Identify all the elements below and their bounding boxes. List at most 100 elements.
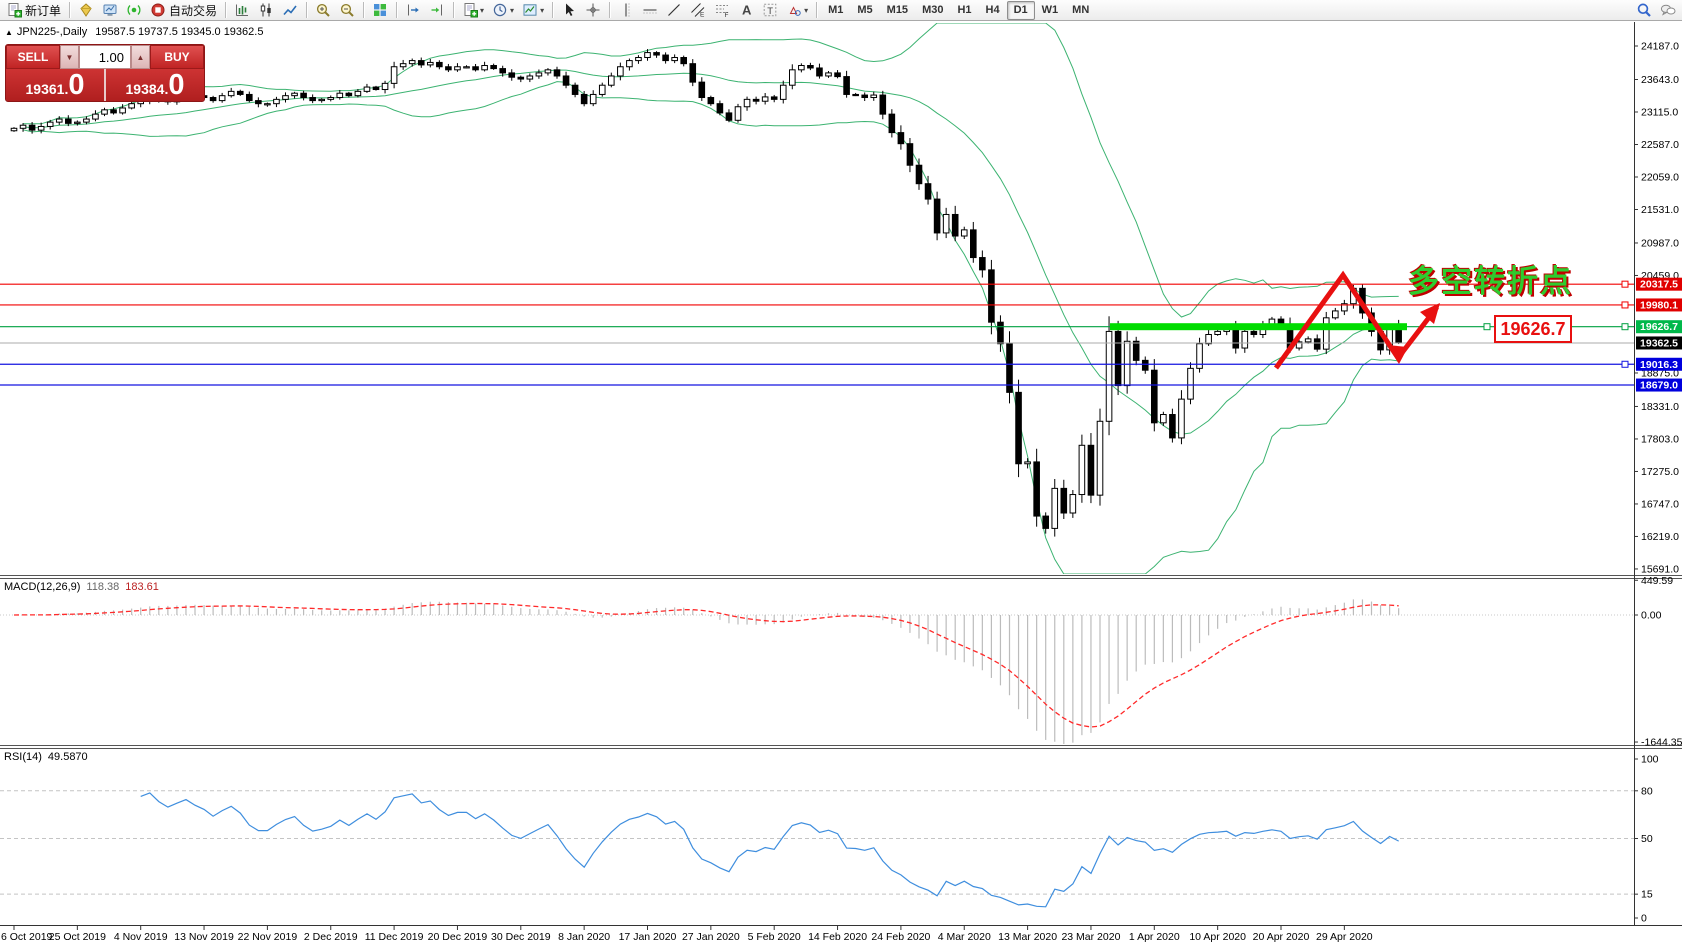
candle-body	[680, 57, 688, 65]
buy-price[interactable]: 19384. 0	[106, 69, 204, 101]
trend-arrow-annotation[interactable]	[1273, 270, 1439, 370]
sell-button[interactable]: SELL	[6, 45, 60, 69]
chat-button[interactable]	[1656, 0, 1680, 21]
bar-chart-mode-button[interactable]	[230, 0, 254, 21]
candle-body	[1160, 414, 1167, 424]
thick-support-segment[interactable]	[1110, 323, 1407, 331]
sell-price[interactable]: 19361. 0	[6, 69, 106, 101]
auto-trading-button[interactable]: 自动交易	[146, 0, 221, 21]
turning-point-annotation[interactable]: 多空转折点	[1408, 264, 1573, 299]
date-label[interactable]: 5 Feb 2020	[748, 931, 801, 943]
trendline-button[interactable]	[662, 0, 686, 21]
date-label[interactable]: 30 Dec 2019	[491, 931, 551, 943]
candle-body	[282, 95, 289, 100]
templates-button[interactable]: ▾	[518, 0, 548, 21]
collapse-panel-icon[interactable]: ▲	[5, 28, 13, 37]
macd-label: MACD(12,26,9) 118.38 183.61	[4, 581, 159, 593]
search-icon	[1637, 3, 1651, 17]
date-label[interactable]: 23 Mar 2020	[1061, 931, 1120, 943]
date-label[interactable]: 2 Dec 2019	[304, 931, 358, 943]
pivot-line-handle[interactable]	[1621, 323, 1629, 331]
price-annotation-box[interactable]: 19626.7	[1494, 315, 1572, 343]
dropdown-arrow-icon[interactable]: ▾	[510, 5, 515, 15]
date-label[interactable]: 8 Jan 2020	[558, 931, 610, 943]
candle-body	[399, 63, 407, 68]
line-chart-mode-button[interactable]	[278, 0, 302, 21]
auto-scroll-button[interactable]	[425, 0, 449, 21]
cursor-button[interactable]	[557, 0, 581, 21]
signals-button[interactable]	[122, 0, 146, 21]
line-chart-icon	[283, 5, 297, 16]
volume-input[interactable]: 1.00	[79, 45, 131, 69]
date-label[interactable]: 17 Jan 2020	[619, 931, 677, 943]
monitor-icon	[103, 4, 117, 16]
crosshair-button[interactable]	[581, 0, 605, 21]
rsi-name: RSI(14)	[4, 751, 42, 763]
timeframe-m30-button[interactable]: M30	[922, 3, 944, 16]
date-label[interactable]: 1 Apr 2020	[1129, 931, 1180, 943]
date-label[interactable]: 4 Mar 2020	[938, 931, 991, 943]
dropdown-arrow-icon[interactable]: ▾	[804, 5, 809, 15]
date-label[interactable]: 22 Nov 2019	[238, 931, 298, 943]
date-label[interactable]: 27 Jan 2020	[682, 931, 740, 943]
timeframe-w1-button[interactable]: W1	[1041, 3, 1059, 16]
toolbar-separator	[225, 2, 227, 18]
date-label[interactable]: 29 Apr 2020	[1316, 931, 1373, 943]
candle-body	[1060, 487, 1068, 514]
date-label[interactable]: 10 Apr 2020	[1189, 931, 1246, 943]
macd-name: MACD(12,26,9)	[4, 581, 81, 593]
zoom-out-button[interactable]	[335, 0, 359, 21]
timeframe-h1-button[interactable]: H1	[957, 3, 972, 16]
timeframe-h4-button[interactable]: H4	[985, 3, 1000, 16]
date-label[interactable]: 24 Feb 2020	[871, 931, 930, 943]
candle-body	[888, 113, 896, 134]
candle-body	[1232, 326, 1240, 349]
timeframe-d1-button[interactable]: D1	[1006, 0, 1035, 20]
macd-axis-label: 0.00	[1641, 610, 1662, 622]
publish-button[interactable]	[98, 0, 122, 21]
chart-shift-button[interactable]	[401, 0, 425, 21]
timeframe-m1-button[interactable]: M1	[828, 3, 844, 16]
price-box-connector-handle[interactable]	[1483, 323, 1491, 331]
resistance-line-1-handle[interactable]	[1621, 280, 1629, 288]
price-tick-label: 16219.0	[1641, 531, 1679, 543]
tile-windows-button[interactable]	[368, 0, 392, 21]
shapes-button[interactable]: ▾	[782, 0, 812, 21]
date-label[interactable]: 20 Apr 2020	[1253, 931, 1310, 943]
date-label[interactable]: 6 Oct 2019	[1, 931, 53, 943]
horizontal-line-button[interactable]	[638, 0, 662, 21]
candle-body	[897, 132, 905, 145]
text-button[interactable]: A	[734, 0, 758, 21]
buy-button[interactable]: BUY	[150, 45, 204, 69]
candle-body	[870, 94, 878, 99]
date-label[interactable]: 13 Nov 2019	[174, 931, 234, 943]
market-watch-button[interactable]	[74, 0, 98, 21]
search-button[interactable]	[1632, 0, 1656, 21]
date-label[interactable]: 11 Dec 2019	[365, 931, 424, 943]
periods-button[interactable]: ▾	[488, 0, 518, 21]
support-line-1-handle[interactable]	[1621, 360, 1629, 368]
volume-increase-button[interactable]: ▲	[131, 45, 150, 69]
dropdown-arrow-icon[interactable]: ▾	[480, 5, 485, 15]
candle-body	[1241, 330, 1249, 349]
new-order-button[interactable]: 新订单	[2, 0, 65, 21]
timeframe-m15-button[interactable]: M15	[886, 3, 909, 16]
channel-button[interactable]: E	[686, 0, 710, 21]
timeframe-m5-button[interactable]: M5	[857, 3, 873, 16]
dropdown-arrow-icon[interactable]: ▾	[540, 5, 545, 15]
volume-decrease-button[interactable]: ▼	[60, 45, 79, 69]
date-label[interactable]: 14 Feb 2020	[808, 931, 867, 943]
vertical-line-button[interactable]	[614, 0, 638, 21]
candlestick-mode-button[interactable]	[254, 0, 278, 21]
date-label[interactable]: 13 Mar 2020	[998, 931, 1057, 943]
date-label[interactable]: 25 Oct 2019	[49, 931, 106, 943]
date-label[interactable]: 4 Nov 2019	[114, 931, 168, 943]
date-label[interactable]: 20 Dec 2019	[428, 931, 488, 943]
rsi-axis-label: 80	[1641, 785, 1653, 797]
text-label-button[interactable]: T	[758, 0, 782, 21]
zoom-in-button[interactable]	[311, 0, 335, 21]
fibonacci-button[interactable]: F	[710, 0, 734, 21]
resistance-line-2-handle[interactable]	[1621, 301, 1629, 309]
new-chart-button[interactable]: ▾	[458, 0, 488, 21]
timeframe-mn-button[interactable]: MN	[1072, 3, 1090, 16]
